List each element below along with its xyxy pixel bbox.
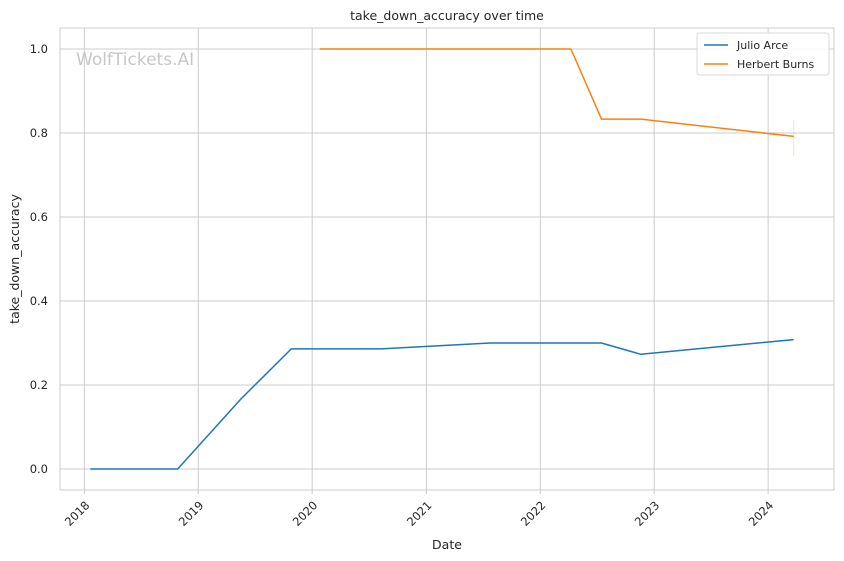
x-tick-label: 2018 (62, 498, 93, 529)
x-axis-label: Date (432, 537, 462, 552)
data-point-herbert-burns (318, 47, 322, 51)
data-point-julio-arce (586, 341, 590, 345)
chart-title: take_down_accuracy over time (350, 8, 544, 23)
x-ticks: 2018 2019 2020 2021 2022 2023 2024 (62, 490, 776, 529)
series-line-herbert-burns (319, 48, 794, 138)
legend-label: Julio Arce (736, 39, 788, 52)
y-axis-label: take_down_accuracy (7, 194, 22, 324)
data-point-julio-arce (792, 338, 796, 342)
x-tick-label: 2021 (404, 498, 435, 529)
data-point-julio-arce (88, 467, 92, 471)
x-tick-label: 2024 (746, 498, 777, 529)
legend-label: Herbert Burns (737, 58, 814, 71)
legend: Julio Arce Herbert Burns (696, 32, 830, 76)
data-point-julio-arce (639, 352, 643, 356)
plot-frame (59, 27, 835, 491)
x-tick-label: 2023 (632, 498, 663, 529)
data-point-herbert-burns (599, 117, 603, 121)
y-tick-label: 0.4 (30, 294, 48, 308)
data-point-julio-arce (379, 347, 383, 351)
data-point-herbert-burns (639, 117, 643, 121)
watermark: WolfTickets.AI (76, 50, 194, 70)
series-line-julio-arce (90, 338, 794, 470)
data-point-herbert-burns (569, 47, 573, 51)
data-point-julio-arce (599, 341, 603, 345)
y-tick-label: 0.8 (30, 126, 48, 140)
data-point-julio-arce (488, 341, 492, 345)
x-tick-label: 2019 (176, 498, 207, 529)
series-lines (88, 47, 796, 471)
y-tick-label: 0.0 (30, 462, 48, 476)
x-tick-label: 2022 (518, 498, 549, 529)
legend-box (696, 32, 830, 76)
data-point-julio-arce (239, 397, 243, 401)
data-point-julio-arce (176, 467, 180, 471)
x-tick-label: 2020 (290, 498, 321, 529)
y-tick-label: 1.0 (30, 42, 48, 56)
y-tick-label: 0.2 (30, 378, 48, 392)
data-point-julio-arce (289, 347, 293, 351)
y-ticks: 0.0 0.2 0.4 0.6 0.8 1.0 (30, 42, 48, 476)
y-tick-label: 0.6 (30, 210, 48, 224)
grid (60, 28, 834, 490)
